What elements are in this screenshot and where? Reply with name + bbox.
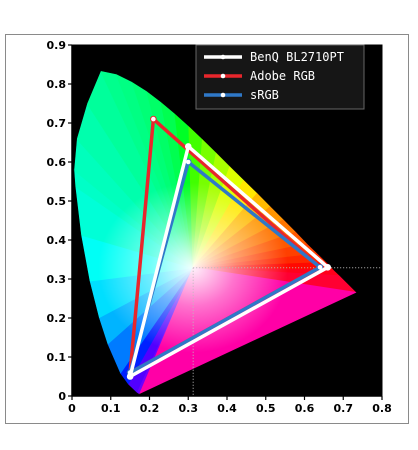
cie-chromaticity-chart: 0 0.1 0.2 0.3 0.4 0.5 0.6 0.7 0.8 0 0.1 0.2 0.3 0.4 0.… [47, 39, 392, 415]
y-tick-label: 0.7 [47, 117, 67, 130]
gamut-vertex-adobe-rgb-1 [150, 115, 157, 123]
spectral-locus-outline [73, 70, 358, 395]
legend-label-srgb: sRGB [250, 88, 279, 102]
gamut-vertex-benq-bl2710pt-0 [324, 264, 332, 271]
y-tick-label: 0.9 [47, 39, 67, 52]
x-tick-label: 0.5 [256, 402, 276, 415]
y-tick-label: 0.8 [47, 78, 67, 91]
x-tick-label: 0.8 [372, 402, 392, 415]
x-tick-label: 0 [68, 402, 76, 415]
y-tick-label: 0.2 [47, 312, 67, 325]
legend-label-adobe-rgb: Adobe RGB [250, 69, 315, 83]
x-tick-label: 0.1 [101, 402, 121, 415]
gamut-triangles [126, 115, 332, 380]
gamut-vertex-benq-bl2710pt-1 [184, 143, 192, 150]
x-tick-label: 0.6 [295, 402, 315, 415]
gamut-triangle-benq-bl2710pt [128, 144, 330, 379]
y-tick-label: 0.1 [47, 351, 67, 364]
x-tick-label: 0.2 [140, 402, 160, 415]
x-tick-label: 0.7 [334, 402, 354, 415]
x-tick-label: 0.3 [179, 402, 199, 415]
y-tick-label: 0 [58, 390, 66, 403]
y-tick-label: 0.3 [47, 273, 67, 286]
chart-frame: 0 0.1 0.2 0.3 0.4 0.5 0.6 0.7 0.8 0 0.1 0.2 0.3 0.4 0.… [5, 34, 409, 424]
legend: BenQ BL2710PT Adobe RGB sRGB [195, 44, 365, 110]
gamut-vertex-benq-bl2710pt-2 [126, 373, 134, 380]
y-tick-label: 0.6 [47, 156, 67, 169]
y-tick-label: 0.5 [47, 195, 67, 208]
axes: 0 0.1 0.2 0.3 0.4 0.5 0.6 0.7 0.8 0 0.1 0.2 0.3 0.4 0.… [47, 39, 392, 415]
y-tick-label: 0.4 [47, 234, 67, 247]
legend-label-benq-bl2710pt: BenQ BL2710PT [250, 50, 344, 64]
x-tick-label: 0.4 [217, 402, 237, 415]
